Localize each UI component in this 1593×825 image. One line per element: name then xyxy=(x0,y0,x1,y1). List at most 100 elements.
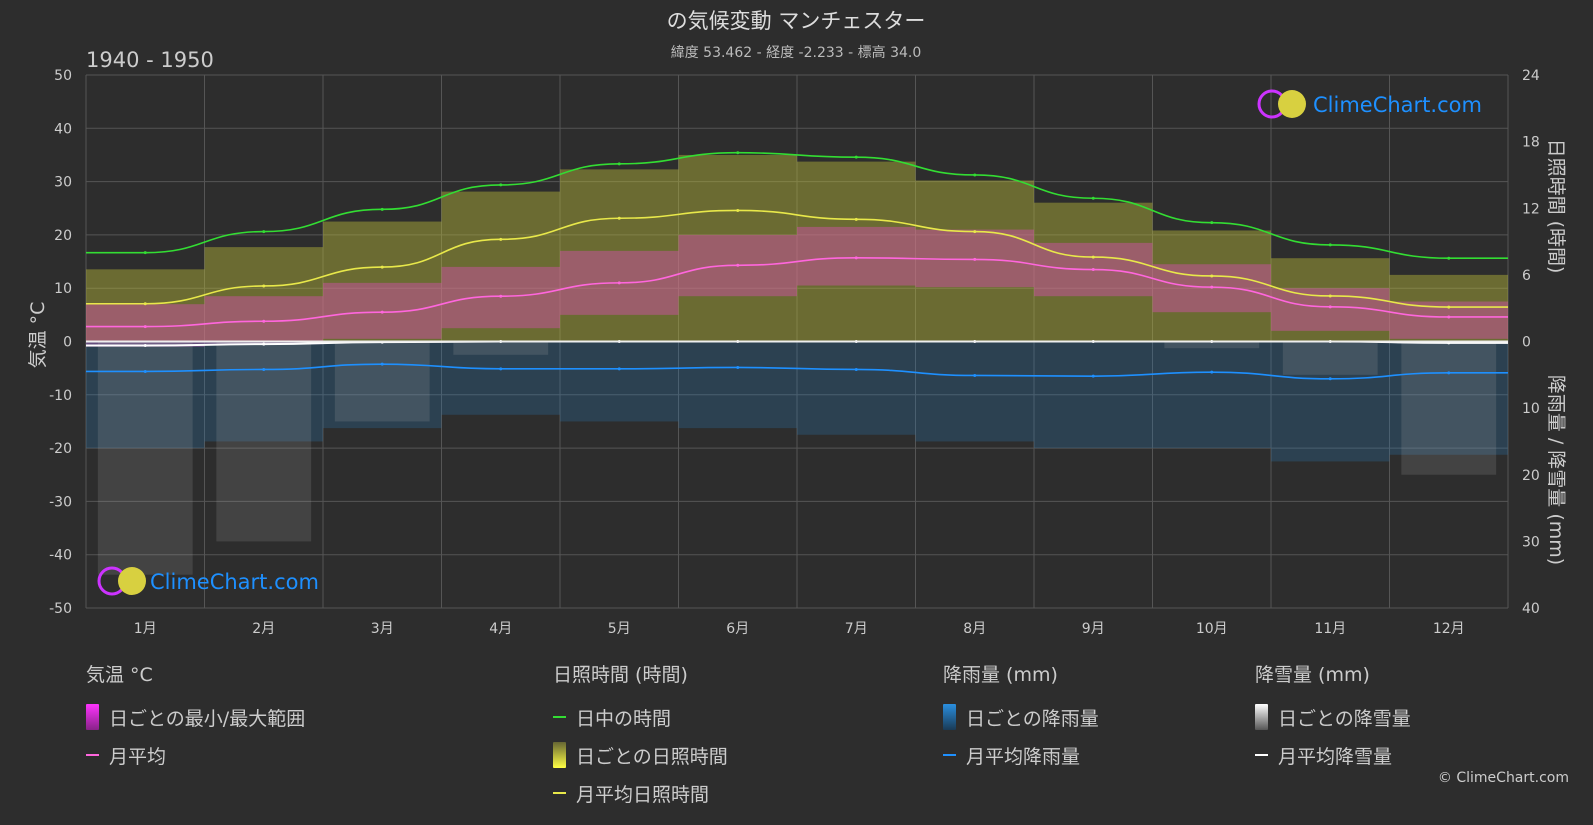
y-left-tick-label: -40 xyxy=(49,548,72,564)
snow-mean-swatch xyxy=(1255,754,1268,756)
sunshine-band-bar xyxy=(441,191,560,342)
series-point-1 xyxy=(736,208,740,212)
daylight-swatch xyxy=(553,716,566,718)
series-point-1 xyxy=(1091,255,1095,259)
legend-snow-daily-label: 日ごとの降雪量 xyxy=(1278,707,1411,730)
x-tick-label: 6月 xyxy=(726,621,749,637)
sunshine-band-bar xyxy=(1271,258,1390,342)
series-point-4 xyxy=(262,342,266,346)
y-left-tick-label: 20 xyxy=(54,228,72,244)
series-point-3 xyxy=(380,362,384,366)
sunshine-band-bar xyxy=(1034,202,1153,342)
daily-bands xyxy=(86,154,1508,575)
chart-title: の気候変動 マンチェスター xyxy=(667,9,926,33)
copyright: © ClimeChart.com xyxy=(1437,770,1569,786)
chart-subtitle: 緯度 53.462 - 経度 -2.233 - 標高 34.0 xyxy=(671,44,922,61)
y-right-bottom-tick-label: 40 xyxy=(1522,601,1540,617)
legend-temp-heading: 気温 °C xyxy=(86,664,153,686)
rain-band-bar xyxy=(204,341,323,442)
series-line-0 xyxy=(86,151,1508,260)
legend-rain-mean-label: 月平均降雨量 xyxy=(966,745,1081,768)
series-point-1 xyxy=(854,217,858,221)
series-point-2 xyxy=(380,310,384,314)
y-right-top-tick-label: 12 xyxy=(1522,201,1540,217)
series-point-0 xyxy=(736,151,740,155)
series-point-0 xyxy=(1210,221,1214,225)
legend-sun-heading: 日照時間 (時間) xyxy=(553,664,688,686)
series-point-0 xyxy=(143,251,147,255)
temp-range-swatch xyxy=(86,704,99,730)
logo-sun-icon xyxy=(1278,90,1306,118)
y-left-tick-label: 30 xyxy=(54,175,72,191)
series-point-2 xyxy=(1210,285,1214,289)
sunshine-band-swatch xyxy=(553,742,566,768)
snow-band-bar xyxy=(334,341,430,422)
rain-band-bar xyxy=(560,341,679,422)
legend-temp-mean-label: 月平均 xyxy=(109,745,167,768)
series-point-0 xyxy=(617,162,621,166)
series-point-1 xyxy=(380,265,384,269)
legend-snow-mean: 月平均降雪量 xyxy=(1255,736,1411,774)
y-left-tick-label: -20 xyxy=(49,441,72,457)
rain-mean-swatch xyxy=(943,754,956,756)
temp-range-bar xyxy=(797,226,916,286)
rain-band-bar xyxy=(323,341,442,429)
temp-mean-swatch xyxy=(86,754,99,756)
rain-band-bar xyxy=(1271,341,1390,462)
rain-band-bar xyxy=(1389,341,1508,455)
legend-snow: 降雪量 (mm) 日ごとの降雪量 月平均降雪量 xyxy=(1255,660,1411,774)
snow-band-bar xyxy=(216,341,312,542)
legend-sun-daylight-label: 日中の時間 xyxy=(576,707,672,730)
series-point-3 xyxy=(617,367,621,371)
y-right-bottom-tick-label: 30 xyxy=(1522,534,1540,550)
legend-sun-daylight: 日中の時間 xyxy=(553,698,728,736)
snow-band-bar xyxy=(1401,341,1497,475)
legend-snow-heading: 降雪量 (mm) xyxy=(1255,664,1370,686)
rain-band-bar xyxy=(86,341,205,449)
brand-text-bottom: ClimeChart.com xyxy=(150,570,319,594)
series-point-3 xyxy=(499,367,503,371)
y-left-tick-label: 0 xyxy=(63,335,72,351)
legend-snow-daily: 日ごとの降雪量 xyxy=(1255,698,1411,736)
series-point-3 xyxy=(1091,374,1095,378)
series-point-2 xyxy=(262,319,266,323)
series-point-2 xyxy=(1447,315,1451,319)
y-left-tick-label: 10 xyxy=(54,281,72,297)
sunshine-band-bar xyxy=(678,154,797,342)
series-point-0 xyxy=(854,155,858,159)
series-point-1 xyxy=(1328,294,1332,298)
legend-temp-range: 日ごとの最小/最大範囲 xyxy=(86,698,305,736)
series-point-1 xyxy=(499,237,503,241)
y-left-tick-label: 40 xyxy=(54,121,72,137)
series-point-1 xyxy=(973,230,977,234)
x-tick-label: 2月 xyxy=(252,621,275,637)
series-point-2 xyxy=(973,257,977,261)
brand-logo-bottom[interactable]: ClimeChart.com xyxy=(97,566,319,596)
rain-band-bar xyxy=(441,341,560,415)
series-point-2 xyxy=(854,256,858,260)
rain-band-swatch xyxy=(943,704,956,730)
series-point-1 xyxy=(1447,305,1451,309)
y-right-bottom-tick-label: 10 xyxy=(1522,401,1540,417)
x-tick-label: 5月 xyxy=(608,621,631,637)
legend-temp: 気温 °C 日ごとの最小/最大範囲 月平均 xyxy=(86,660,305,774)
x-tick-label: 4月 xyxy=(489,621,512,637)
x-tick-label: 8月 xyxy=(963,621,986,637)
x-tick-label: 1月 xyxy=(134,621,157,637)
legend-sun-mean: 月平均日照時間 xyxy=(553,774,728,812)
series-line-1 xyxy=(85,209,1508,308)
x-tick-label: 11月 xyxy=(1314,621,1346,637)
y-right-bottom-label: 降雨量 / 降雪量 (mm) xyxy=(1545,375,1567,565)
series-point-3 xyxy=(143,369,147,373)
sunshine-band-bar xyxy=(204,247,323,342)
y-right-bottom-tick-label: 20 xyxy=(1522,468,1540,484)
brand-logo-top[interactable]: ClimeChart.com xyxy=(1257,89,1482,119)
legend-rain-daily-label: 日ごとの降雨量 xyxy=(966,707,1099,730)
legend-sun-mean-label: 月平均日照時間 xyxy=(576,783,710,806)
snow-band-bar xyxy=(97,341,193,575)
x-tick-label: 9月 xyxy=(1082,621,1105,637)
series-point-0 xyxy=(1447,256,1451,260)
legend-sun-daily-label: 日ごとの日照時間 xyxy=(576,745,728,768)
legend-rain-heading: 降雨量 (mm) xyxy=(943,664,1058,686)
snow-band-bar xyxy=(1282,341,1378,375)
